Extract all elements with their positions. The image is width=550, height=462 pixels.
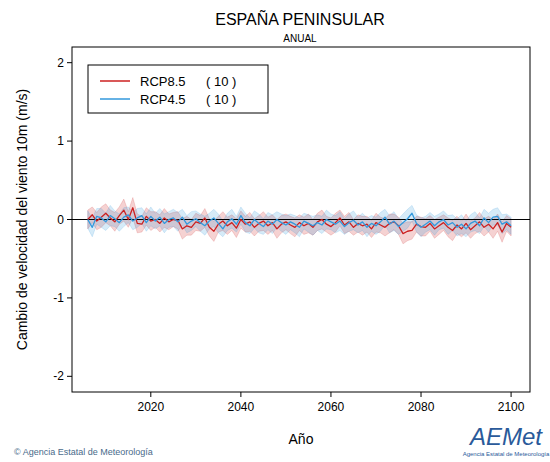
spread-band — [88, 205, 511, 236]
y-tick-label: -2 — [53, 369, 64, 383]
spread-band — [88, 198, 511, 244]
x-tick-label: 2080 — [408, 400, 435, 414]
y-tick-label: 1 — [57, 134, 64, 148]
plot-frame — [72, 47, 530, 392]
series-line — [88, 208, 511, 234]
legend-name: RCP8.5 — [140, 74, 186, 89]
x-tick-label: 2060 — [318, 400, 345, 414]
x-tick — [150, 392, 151, 397]
y-tick — [67, 141, 72, 142]
legend: RCP8.5 ( 10 ) RCP4.5 ( 10 ) — [88, 65, 268, 113]
title: ESPAÑA PENINSULAR — [215, 9, 385, 28]
y-tick — [67, 62, 72, 63]
subtitle: ANUAL — [283, 33, 317, 44]
logo-subtext: Agencia Estatal de Meteorología — [463, 451, 550, 457]
logo-text: AEMet — [468, 423, 543, 450]
x-tick-label: 2040 — [228, 400, 255, 414]
y-axis-label: Cambio de velocidad del viento 10m (m/s) — [14, 89, 30, 350]
x-axis-label: Año — [289, 431, 314, 447]
footer-credit: © Agencia Estatal de Meteorología — [14, 447, 153, 457]
legend-count: ( 10 ) — [206, 74, 236, 89]
chart: ESPAÑA PENINSULAR ANUAL -2 -1 0 1 2 2020 2040 206… — [0, 0, 550, 462]
y-tick-label: 0 — [57, 213, 64, 227]
x-tick — [240, 392, 241, 397]
series-line — [88, 213, 511, 229]
background — [0, 0, 550, 462]
x-tick — [421, 392, 422, 397]
x-tick-label: 2020 — [137, 400, 164, 414]
reference-line — [72, 219, 530, 220]
x-tick — [511, 392, 512, 397]
y-tick — [67, 297, 72, 298]
plot-area — [72, 198, 530, 244]
legend-name: RCP4.5 — [140, 92, 186, 107]
legend-count: ( 10 ) — [206, 92, 236, 107]
y-tick-label: -1 — [53, 291, 64, 305]
legend-swatch — [100, 80, 130, 82]
legend-swatch — [100, 98, 130, 100]
x-tick-label: 2100 — [498, 400, 525, 414]
y-tick — [67, 376, 72, 377]
y-tick — [67, 219, 72, 220]
y-tick-label: 2 — [57, 56, 64, 70]
x-tick — [330, 392, 331, 397]
legend-box — [88, 65, 268, 113]
